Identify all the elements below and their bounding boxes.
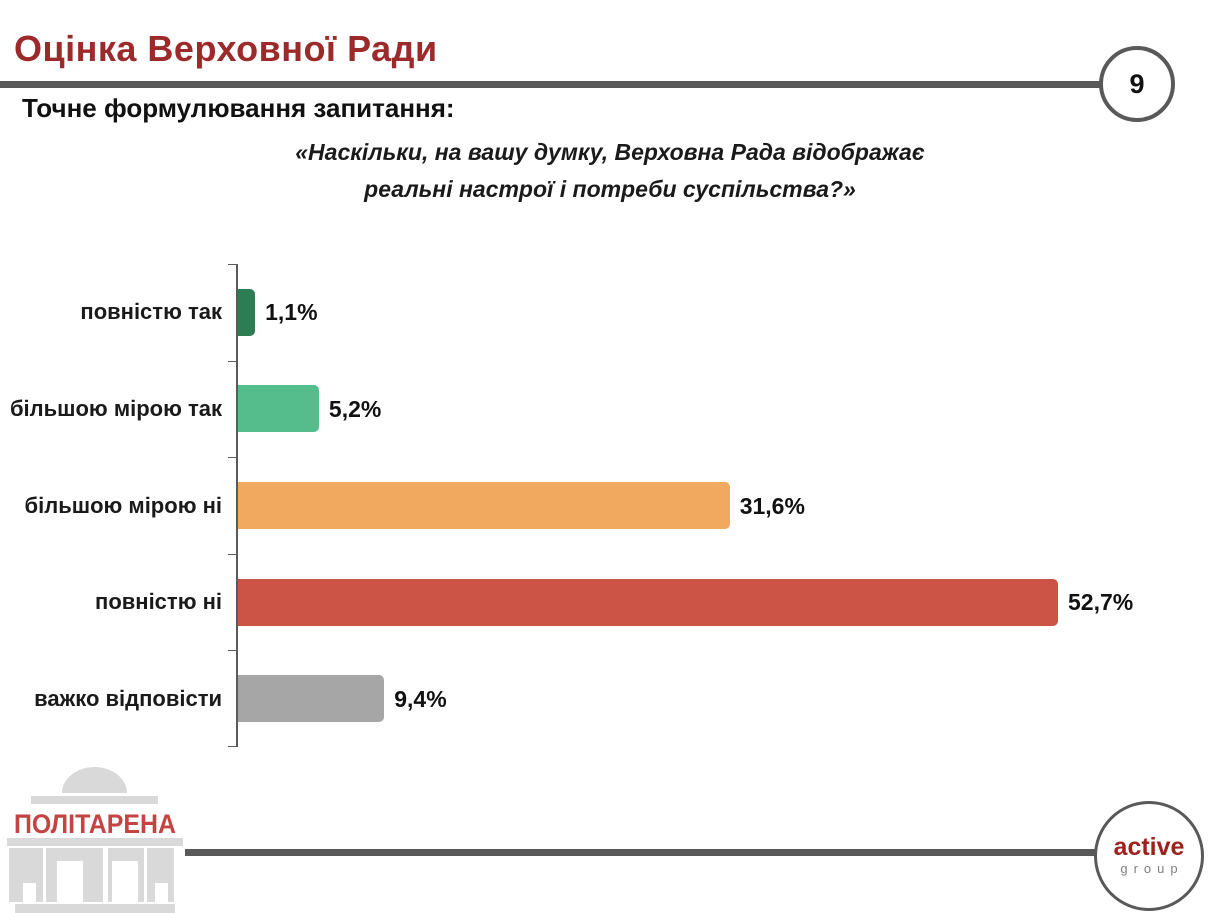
value-label: 1,1%: [265, 299, 318, 326]
bottom-divider: [185, 849, 1098, 856]
axis-tick: [228, 360, 236, 362]
question-intro: Точне формулювання запитання:: [22, 93, 455, 123]
y-axis: [236, 264, 238, 747]
value-label: 5,2%: [328, 395, 382, 422]
active-group-wordmark-line2: group: [1120, 860, 1184, 876]
question-line-1: «Наскільки, на вашу думку, Верховна Рада…: [295, 139, 925, 165]
category-label: повністю ні: [95, 589, 222, 615]
chart-bar: [238, 482, 730, 529]
chart-bar: [238, 675, 385, 723]
active-group-wordmark-line1: active: [1113, 832, 1185, 861]
politarena-logo: ПОЛІТАРЕНА: [7, 767, 183, 913]
bar-chart: повністю так 1,1% більшою мірою так 5,2% біл…: [0, 264, 1220, 748]
chart-bar: [238, 288, 256, 336]
page-title: Оцінка Верховної Ради: [14, 28, 438, 69]
top-divider: [0, 81, 1102, 88]
chart-bar: [238, 385, 319, 433]
page-number-badge: 9: [1099, 46, 1175, 122]
category-label: важко відповісти: [34, 685, 222, 711]
politarena-wordmark: ПОЛІТАРЕНА: [14, 809, 176, 839]
category-label: більшою мірою так: [9, 395, 222, 421]
question-line-2: реальні настрої і потреби суспільства?»: [364, 176, 856, 202]
axis-tick: [228, 650, 236, 652]
category-label: повністю так: [80, 299, 222, 325]
axis-tick: [228, 553, 236, 555]
value-label: 52,7%: [1068, 589, 1134, 616]
axis-tick: [228, 457, 236, 459]
chart-bar: [238, 578, 1058, 626]
parliament-building-icon: [7, 767, 183, 913]
question-text: «Наскільки, на вашу думку, Верховна Рада…: [0, 134, 1220, 208]
axis-tick: [228, 746, 236, 747]
page-number: 9: [1129, 68, 1145, 99]
active-group-logo: active group: [1094, 801, 1204, 911]
category-label: більшою мірою ні: [24, 492, 222, 518]
axis-tick: [228, 264, 236, 265]
value-label: 31,6%: [739, 492, 805, 519]
value-label: 9,4%: [394, 685, 447, 712]
